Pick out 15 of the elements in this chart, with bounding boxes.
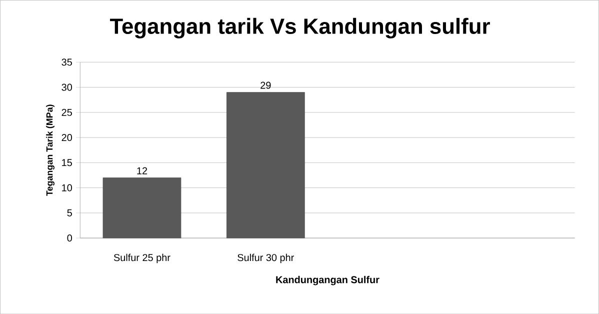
y-axis-title: Tegangan Tarik (MPa) xyxy=(46,104,54,196)
y-tick-label: 0 xyxy=(67,234,72,242)
data-label: 12 xyxy=(137,167,148,174)
y-tick-label: 35 xyxy=(62,58,72,66)
data-label: 29 xyxy=(260,82,271,89)
y-tick-label: 5 xyxy=(67,209,72,216)
y-tick-label: 25 xyxy=(62,108,72,116)
y-tick-label: 30 xyxy=(62,84,72,91)
x-tick-label: Sulfur 30 phr xyxy=(238,254,294,263)
chart-title: Tegangan tarik Vs Kandungan sulfur xyxy=(110,18,490,38)
y-tick-label: 10 xyxy=(62,184,72,192)
y-tick-label: 15 xyxy=(62,159,72,166)
x-tick-label: Sulfur 25 phr xyxy=(114,254,170,263)
x-axis-title: Kandungangan Sulfur xyxy=(276,276,380,286)
y-tick-label: 20 xyxy=(62,134,72,141)
